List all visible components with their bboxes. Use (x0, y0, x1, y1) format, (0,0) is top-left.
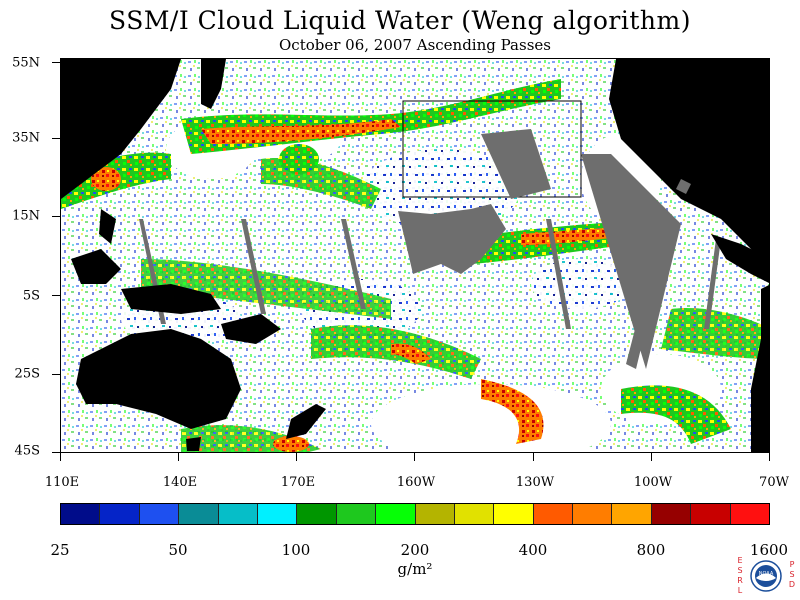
lon-label-170e: 170E (280, 475, 316, 490)
lat-tick (52, 295, 60, 296)
lat-label-15n: 15N (12, 208, 40, 224)
legend-label: 400 (518, 541, 548, 559)
lat-tick (52, 216, 60, 217)
lat-label-45s: 45S (14, 443, 40, 459)
lon-tick (533, 453, 534, 461)
legend-label: 25 (50, 541, 70, 559)
lon-tick (651, 453, 652, 461)
legend-label: 50 (168, 541, 188, 559)
lat-tick (52, 452, 60, 453)
lon-tick (296, 453, 297, 461)
legend-swatch (376, 504, 416, 524)
lat-label-35n: 35N (12, 130, 40, 146)
lon-label-130w: 130W (515, 475, 555, 490)
legend-swatch (651, 504, 692, 524)
noaa-emblem-text: NOAA (759, 571, 774, 577)
lon-tick (414, 453, 415, 461)
lon-label-160w: 160W (396, 475, 436, 490)
lon-tick (178, 453, 179, 461)
legend-swatch (139, 504, 180, 524)
lat-label-5s: 5S (22, 288, 40, 304)
map-svg (61, 59, 769, 452)
noaa-emblem-icon: NOAA (750, 560, 782, 592)
legend-swatch (691, 504, 731, 524)
lon-tick (60, 453, 61, 461)
legend-swatch (573, 504, 613, 524)
legend-swatch (257, 504, 298, 524)
map-subtitle: October 06, 2007 Ascending Passes (279, 36, 551, 54)
lat-tick (52, 138, 60, 139)
legend-label: 800 (636, 541, 666, 559)
legend-swatch (454, 504, 495, 524)
legend-label: 100 (281, 541, 311, 559)
color-legend (60, 503, 770, 525)
lon-label-100w: 100W (633, 475, 673, 490)
lat-label-25s: 25S (14, 366, 40, 382)
legend-swatch (415, 504, 455, 524)
map-title: SSM/I Cloud Liquid Water (Weng algorithm… (109, 6, 691, 35)
legend-units: g/m² (397, 560, 433, 578)
cloud-water-map (60, 58, 770, 453)
legend-swatch (179, 504, 219, 524)
legend-swatch (494, 504, 534, 524)
lat-tick (52, 374, 60, 375)
legend-label: 1600 (749, 541, 789, 559)
legend-swatch (297, 504, 337, 524)
lon-label-110e: 110E (44, 475, 80, 490)
legend-swatch (730, 504, 770, 524)
legend-swatch (612, 504, 652, 524)
lat-tick (52, 62, 60, 63)
legend-swatch (336, 504, 377, 524)
legend-swatch (61, 504, 101, 524)
legend-label: 200 (400, 541, 430, 559)
lon-label-140e: 140E (162, 475, 198, 490)
lon-tick (769, 453, 770, 461)
legend-swatch (218, 504, 258, 524)
legend-swatch (533, 504, 574, 524)
lat-label-55n: 55N (12, 55, 40, 71)
lon-label-70w: 70W (759, 475, 789, 490)
legend-swatch (100, 504, 140, 524)
